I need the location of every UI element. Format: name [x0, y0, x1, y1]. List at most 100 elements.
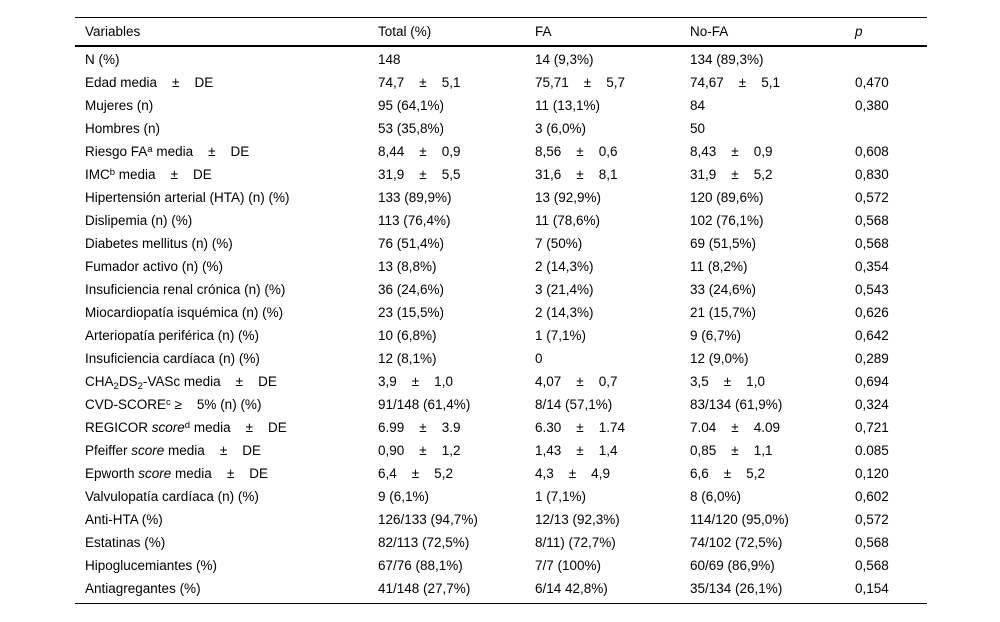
nofa-cell: 114/120 (95,0%) — [690, 512, 789, 527]
total-cell: 13 (8,8%) — [378, 259, 437, 274]
table-row: Hipoglucemiantes (%) 67/76 (88,1%) 7/7 (10… — [75, 554, 927, 577]
variable-cell: N (%) — [85, 52, 120, 67]
nofa-cell: 83/134 (61,9%) — [690, 397, 783, 412]
nofa-cell: 60/69 (86,9%) — [690, 558, 775, 573]
total-cell: 53 (35,8%) — [378, 121, 445, 136]
p-cell: 0,324 — [855, 397, 889, 412]
variable-cell: Diabetes mellitus (n) (%) — [85, 236, 233, 251]
variable-cell: Estatinas (%) — [85, 535, 166, 550]
nofa-cell: 8,43 ± 0,9 — [690, 144, 773, 159]
total-cell: 95 (64,1%) — [378, 98, 445, 113]
table-row: Edad media ± DE 74,7 ± 5,1 75,71 ± 5,7 74,6… — [75, 71, 927, 94]
variable-cell: Insuficiencia cardíaca (n) (%) — [85, 351, 260, 366]
p-cell: 0,568 — [855, 213, 889, 228]
fa-cell: 2 (14,3%) — [535, 305, 594, 320]
total-cell: 113 (76,4%) — [378, 213, 451, 228]
p-cell: 0,642 — [855, 328, 889, 343]
table-row: Insuficiencia renal crónica (n) (%) 36 (2… — [75, 278, 927, 301]
header-cell-variables: Variables — [85, 24, 141, 39]
table-row: Mujeres (n) 95 (64,1%) 11 (13,1%) 84 0,380 — [75, 94, 927, 117]
total-cell: 148 — [378, 52, 401, 67]
total-cell: 82/113 (72,5%) — [378, 535, 470, 550]
table-row: CVD-SCOREc ≥ 5% (n) (%) 91/148 (61,4%) 8/1… — [75, 393, 927, 416]
table-row: Fumador activo (n) (%) 13 (8,8%) 2 (14,3%)… — [75, 255, 927, 278]
total-cell: 76 (51,4%) — [378, 236, 445, 251]
table-body: N (%) 148 14 (9,3%) 134 (89,3%) Edad media ±… — [75, 47, 927, 604]
fa-cell: 11 (13,1%) — [535, 98, 601, 113]
p-cell: 0,470 — [855, 75, 889, 90]
fa-cell: 4,3 ± 4,9 — [535, 466, 610, 481]
p-cell: 0,154 — [855, 581, 889, 596]
variable-cell: Hipoglucemiantes (%) — [85, 558, 218, 573]
table-header-row: Variables Total (%) FA No-FA p — [75, 17, 927, 47]
header-cell-nofa: No-FA — [690, 24, 729, 39]
fa-cell: 7 (50%) — [535, 236, 583, 251]
variable-cell: Anti-HTA (%) — [85, 512, 163, 527]
nofa-cell: 84 — [690, 98, 706, 113]
p-cell: 0,543 — [855, 282, 889, 297]
variable-cell: Epworth score media ± DE — [85, 466, 268, 481]
p-cell: 0,572 — [855, 512, 889, 527]
fa-cell: 3 (6,0%) — [535, 121, 587, 136]
total-cell: 36 (24,6%) — [378, 282, 445, 297]
variable-cell: Edad media ± DE — [85, 75, 214, 90]
nofa-cell: 50 — [690, 121, 706, 136]
nofa-cell: 69 (51,5%) — [690, 236, 757, 251]
table-row: Dislipemia (n) (%) 113 (76,4%) 11 (78,6%) 1… — [75, 209, 927, 232]
table-row: Estatinas (%) 82/113 (72,5%) 8/11) (72,7%)… — [75, 531, 927, 554]
header-cell-total: Total (%) — [378, 24, 432, 39]
p-cell: 0,120 — [855, 466, 889, 481]
nofa-cell: 9 (6,7%) — [690, 328, 742, 343]
p-cell: 0,289 — [855, 351, 889, 366]
nofa-cell: 0,85 ± 1,1 — [690, 443, 773, 458]
variable-cell: CHA2DS2-VASc media ± DE — [85, 374, 277, 392]
variable-cell: Pfeiffer score media ± DE — [85, 443, 261, 458]
total-cell: 67/76 (88,1%) — [378, 558, 463, 573]
table-row: Pfeiffer score media ± DE 0,90 ± 1,2 1,43 … — [75, 439, 927, 462]
nofa-cell: 74,67 ± 5,1 — [690, 75, 780, 90]
fa-cell: 8/14 (57,1%) — [535, 397, 613, 412]
nofa-cell: 102 (76,1%) — [690, 213, 764, 228]
fa-cell: 13 (92,9%) — [535, 190, 602, 205]
total-cell: 23 (15,5%) — [378, 305, 445, 320]
table-row: Valvulopatía cardíaca (n) (%) 9 (6,1%) 1 (… — [75, 485, 927, 508]
fa-cell: 1,43 ± 1,4 — [535, 443, 618, 458]
p-cell: 0,830 — [855, 167, 889, 182]
table-row: IMCb media ± DE 31,9 ± 5,5 31,6 ± 8,1 31,9 … — [75, 163, 927, 186]
header-cell-fa: FA — [535, 24, 552, 39]
variable-cell: Miocardiopatía isquémica (n) (%) — [85, 305, 284, 320]
variable-cell: Antiagregantes (%) — [85, 581, 201, 596]
p-cell: 0,568 — [855, 236, 889, 251]
table-row: REGICOR scored media ± DE 6.99 ± 3.9 6.30 … — [75, 416, 927, 439]
variable-cell: Hombres (n) — [85, 121, 161, 136]
nofa-cell: 8 (6,0%) — [690, 489, 742, 504]
header-cell-p: p — [855, 24, 863, 39]
variable-cell: Hipertensión arterial (HTA) (n) (%) — [85, 190, 290, 205]
nofa-cell: 120 (89,6%) — [690, 190, 764, 205]
fa-cell: 8,56 ± 0,6 — [535, 144, 618, 159]
fa-cell: 12/13 (92,3%) — [535, 512, 620, 527]
table-row: Epworth score media ± DE 6,4 ± 5,2 4,3 ± 4… — [75, 462, 927, 485]
fa-cell: 14 (9,3%) — [535, 52, 594, 67]
fa-cell: 2 (14,3%) — [535, 259, 594, 274]
table-row: Miocardiopatía isquémica (n) (%) 23 (15,5… — [75, 301, 927, 324]
nofa-cell: 74/102 (72,5%) — [690, 535, 783, 550]
fa-cell: 6.30 ± 1.74 — [535, 420, 625, 435]
p-cell: 0.085 — [855, 443, 889, 458]
stats-table: Variables Total (%) FA No-FA p N (%) 148 1… — [75, 17, 927, 604]
variable-cell: Riesgo FAa media ± DE — [85, 144, 250, 159]
nofa-cell: 31,9 ± 5,2 — [690, 167, 773, 182]
nofa-cell: 11 (8,2%) — [690, 259, 748, 274]
p-cell: 0,568 — [855, 558, 889, 573]
table-row: CHA2DS2-VASc media ± DE 3,9 ± 1,0 4,07 ± 0… — [75, 370, 927, 393]
fa-cell: 0 — [535, 351, 543, 366]
total-cell: 126/133 (94,7%) — [378, 512, 478, 527]
p-cell: 0,694 — [855, 374, 889, 389]
fa-cell: 1 (7,1%) — [535, 489, 587, 504]
variable-cell: Insuficiencia renal crónica (n) (%) — [85, 282, 286, 297]
p-cell: 0,572 — [855, 190, 889, 205]
variable-cell: Valvulopatía cardíaca (n) (%) — [85, 489, 259, 504]
total-cell: 133 (89,9%) — [378, 190, 452, 205]
p-cell: 0,608 — [855, 144, 889, 159]
total-cell: 74,7 ± 5,1 — [378, 75, 461, 90]
